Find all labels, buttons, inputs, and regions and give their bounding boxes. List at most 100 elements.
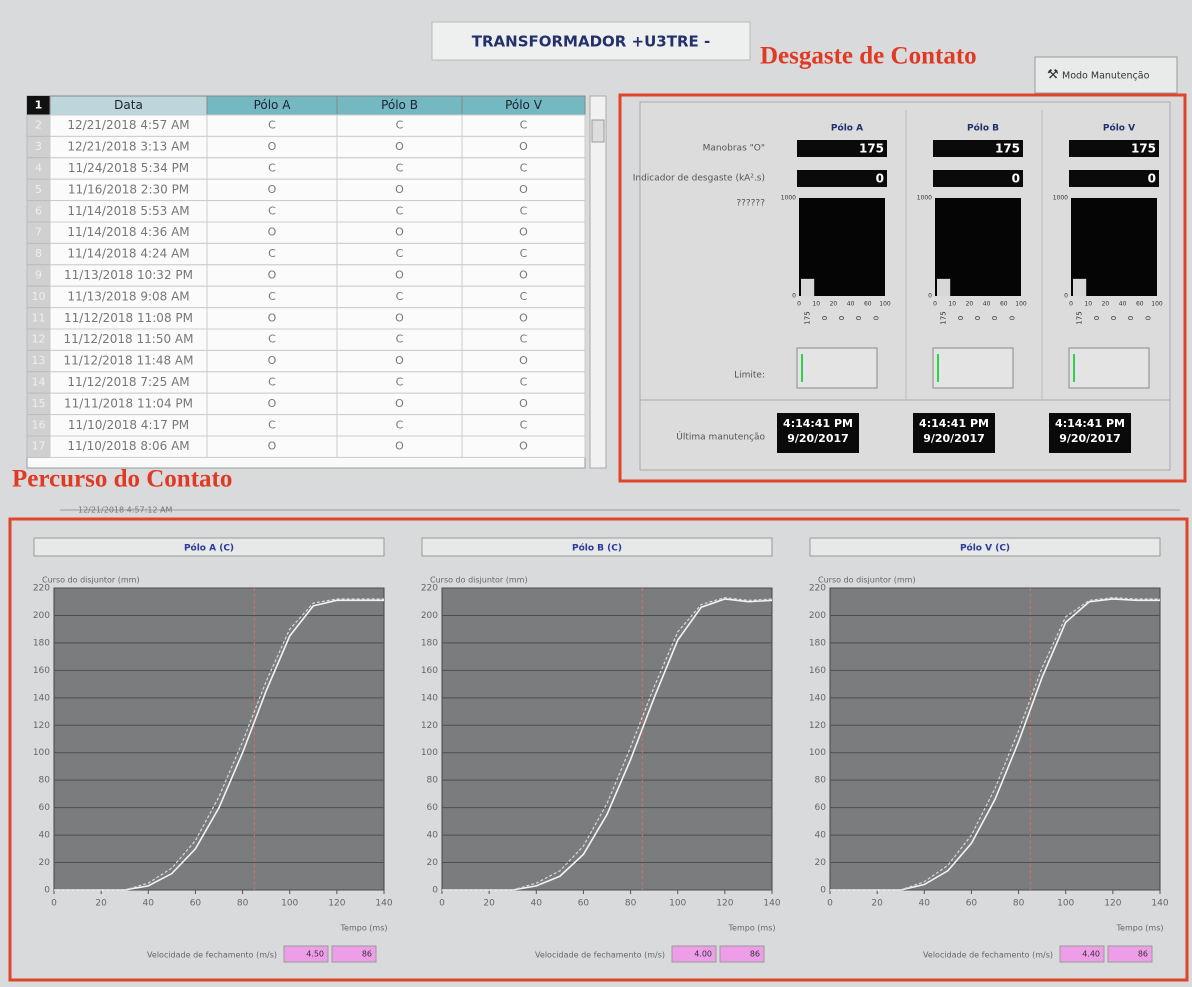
title: TRANSFORMADOR +U3TRE -	[472, 33, 710, 51]
cell-text[interactable]: 11/13/2018 9:08 AM	[67, 289, 189, 303]
pole-name: Pólo B	[967, 123, 999, 134]
cell-text[interactable]: O	[395, 354, 404, 367]
cell-text[interactable]: C	[268, 162, 276, 175]
y-tick-label: 140	[421, 693, 438, 703]
row-number[interactable]: 15	[32, 397, 46, 410]
row-number[interactable]: 16	[32, 418, 46, 431]
button-label[interactable]: Modo Manutenção	[1062, 71, 1150, 82]
cell-text[interactable]: O	[395, 183, 404, 196]
field-label: Limite:	[734, 371, 765, 381]
cell-text[interactable]: C	[520, 204, 528, 217]
chart-title: Pólo A (C)	[184, 543, 234, 554]
cell-text[interactable]: C	[520, 162, 528, 175]
x-tick-label: 10	[948, 301, 956, 308]
cell-text[interactable]: 11/12/2018 7:25 AM	[67, 375, 189, 389]
row-number[interactable]: 5	[35, 183, 42, 196]
cell-text[interactable]: O	[519, 311, 528, 324]
cell-text[interactable]: C	[396, 418, 404, 431]
cell-text[interactable]: C	[268, 290, 276, 303]
row-number[interactable]: 3	[35, 140, 42, 153]
cell-text[interactable]: C	[268, 247, 276, 260]
row-number[interactable]: 12	[32, 333, 46, 346]
cell-text[interactable]: C	[520, 418, 528, 431]
cell-text[interactable]: O	[395, 269, 404, 282]
cell-text[interactable]: C	[396, 162, 404, 175]
cell-text[interactable]: C	[396, 333, 404, 346]
cell-text[interactable]: 11/13/2018 10:32 PM	[64, 268, 193, 282]
scrollbar[interactable]	[590, 96, 606, 468]
numeric-value: 175	[1131, 142, 1156, 156]
row-number[interactable]: 6	[35, 204, 42, 217]
cell-text[interactable]: O	[519, 354, 528, 367]
cell-text[interactable]: O	[268, 311, 277, 324]
y-tick-label: 140	[809, 693, 826, 703]
cell-text[interactable]: O	[395, 440, 404, 453]
value-label: 0	[838, 316, 846, 320]
cell-text[interactable]: C	[520, 247, 528, 260]
cell-text[interactable]: C	[396, 247, 404, 260]
cell-text[interactable]: C	[520, 333, 528, 346]
row-number[interactable]: 2	[35, 119, 42, 132]
row-number[interactable]: 11	[32, 311, 46, 324]
row-number[interactable]: 13	[32, 354, 46, 367]
cell-text[interactable]: 11/12/2018 11:08 PM	[64, 311, 193, 325]
cell-text[interactable]: O	[268, 140, 277, 153]
value-label: 0	[1127, 316, 1135, 320]
cell-text[interactable]: C	[396, 376, 404, 389]
cell-text[interactable]: 11/12/2018 11:50 AM	[64, 332, 194, 346]
cell-text[interactable]: O	[519, 226, 528, 239]
cell-text[interactable]: 11/12/2018 11:48 AM	[64, 354, 194, 368]
x-tick-label: 40	[1119, 301, 1127, 308]
row-number[interactable]: 17	[32, 440, 46, 453]
cell-text[interactable]: O	[268, 440, 277, 453]
cell-text[interactable]: 11/10/2018 4:17 PM	[68, 418, 189, 432]
cell-text[interactable]: O	[268, 354, 277, 367]
cell-text[interactable]: O	[395, 226, 404, 239]
x-tick-label: 60	[1000, 301, 1008, 308]
cell-text[interactable]: C	[268, 418, 276, 431]
cell-text[interactable]: 12/21/2018 4:57 AM	[67, 118, 189, 132]
cell-text[interactable]: C	[396, 119, 404, 132]
cell-text[interactable]: O	[519, 183, 528, 196]
cell-text[interactable]: C	[268, 333, 276, 346]
cell-text[interactable]: 11/14/2018 4:24 AM	[67, 247, 189, 261]
y-tick-label: 100	[421, 748, 438, 758]
cell-text[interactable]: O	[268, 226, 277, 239]
cell-text[interactable]: C	[520, 376, 528, 389]
y-tick-label: 0	[820, 886, 826, 896]
x-tick-label: 140	[763, 899, 780, 909]
cell-text[interactable]: 11/24/2018 5:34 PM	[68, 161, 189, 175]
cell-text[interactable]: O	[519, 397, 528, 410]
cell-text[interactable]: C	[268, 204, 276, 217]
x-tick-label: 40	[847, 301, 855, 308]
cell-text[interactable]: C	[520, 119, 528, 132]
cell-text[interactable]: C	[396, 290, 404, 303]
cell-text[interactable]: C	[268, 376, 276, 389]
scroll-thumb[interactable]	[592, 120, 604, 142]
cell-text[interactable]: 11/16/2018 2:30 PM	[68, 182, 189, 196]
cell-text[interactable]: O	[395, 311, 404, 324]
cell-text[interactable]: C	[396, 204, 404, 217]
cell-text[interactable]: O	[395, 140, 404, 153]
row-number[interactable]: 14	[32, 376, 46, 389]
cell-text[interactable]: O	[395, 397, 404, 410]
cell-text[interactable]: O	[268, 183, 277, 196]
row-number[interactable]: 8	[35, 247, 42, 260]
cell-text[interactable]: O	[519, 440, 528, 453]
cell-text[interactable]: 11/10/2018 8:06 AM	[67, 439, 189, 453]
cell-text[interactable]: O	[519, 269, 528, 282]
cell-text[interactable]: C	[520, 290, 528, 303]
row-number[interactable]: 9	[35, 269, 42, 282]
y-axis-label: Curso do disjuntor (mm)	[818, 576, 916, 585]
cell-text[interactable]: 11/11/2018 11:04 PM	[64, 396, 193, 410]
cell-text[interactable]: 11/14/2018 4:36 AM	[67, 225, 189, 239]
row-number[interactable]: 4	[35, 162, 42, 175]
row-number[interactable]: 7	[35, 226, 42, 239]
cell-text[interactable]: C	[268, 119, 276, 132]
cell-text[interactable]: 12/21/2018 3:13 AM	[67, 140, 189, 154]
cell-text[interactable]: O	[519, 140, 528, 153]
cell-text[interactable]: O	[268, 397, 277, 410]
row-number[interactable]: 10	[32, 290, 46, 303]
cell-text[interactable]: O	[268, 269, 277, 282]
cell-text[interactable]: 11/14/2018 5:53 AM	[67, 204, 189, 218]
